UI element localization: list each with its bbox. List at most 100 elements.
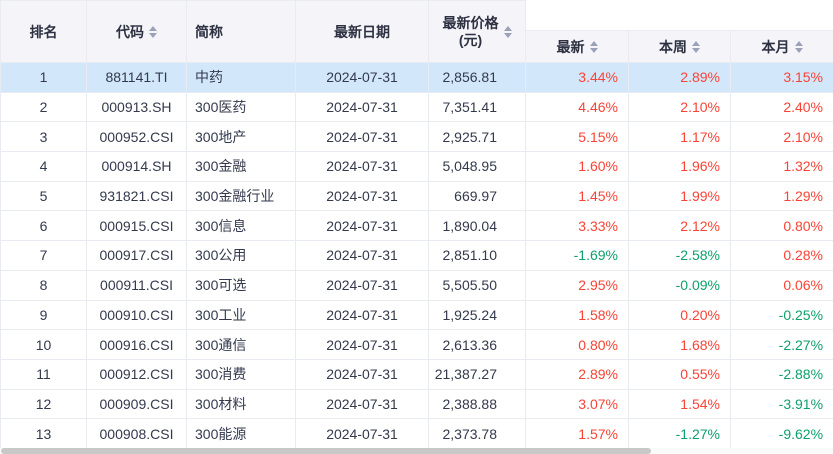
- cell-code: 931821.CSI: [86, 180, 187, 212]
- cell-month-change: 0.06%: [729, 269, 833, 301]
- table-row[interactable]: 1 881141.TI 中药 2024-07-31 2,856.81 3.44%…: [0, 62, 833, 93]
- cell-week-change: 2.89%: [628, 62, 731, 93]
- table-row[interactable]: 8 000911.CSI 300可选 2024-07-31 5,505.50 2…: [0, 269, 833, 301]
- cell-date: 2024-07-31: [295, 151, 429, 182]
- cell-date: 2024-07-31: [295, 388, 429, 420]
- cell-name: 300公用: [186, 240, 296, 271]
- cell-price: 2,613.36: [428, 329, 526, 360]
- sort-icon[interactable]: [149, 25, 157, 38]
- cell-rank: 4: [0, 151, 87, 182]
- cell-code: 000913.SH: [86, 91, 187, 123]
- cell-date: 2024-07-31: [295, 62, 429, 93]
- cell-code: 000908.CSI: [86, 418, 187, 448]
- table-row[interactable]: 4 000914.SH 300金融 2024-07-31 5,048.95 1.…: [0, 151, 833, 182]
- cell-month-change: 1.32%: [729, 151, 833, 182]
- col-header-date-label: 最新日期: [334, 23, 390, 40]
- cell-code: 000916.CSI: [86, 329, 187, 360]
- cell-week-change: 1.17%: [628, 121, 731, 153]
- cell-latest-change: 4.46%: [525, 91, 629, 123]
- cell-rank: 11: [0, 358, 87, 390]
- table-row[interactable]: 13 000908.CSI 300能源 2024-07-31 2,373.78 …: [0, 418, 833, 448]
- table-row[interactable]: 11 000912.CSI 300消费 2024-07-31 21,387.27…: [0, 358, 833, 390]
- table-row[interactable]: 5 931821.CSI 300金融行业 2024-07-31 669.97 1…: [0, 180, 833, 212]
- cell-date: 2024-07-31: [295, 358, 429, 390]
- cell-month-change: 2.10%: [729, 121, 833, 153]
- col-header-code[interactable]: 代码: [86, 0, 187, 63]
- cell-price: 669.97: [428, 180, 526, 212]
- table-row[interactable]: 2 000913.SH 300医药 2024-07-31 7,351.41 4.…: [0, 91, 833, 123]
- table-row[interactable]: 9 000910.CSI 300工业 2024-07-31 1,925.24 1…: [0, 299, 833, 331]
- col-header-month-change[interactable]: 本月: [729, 30, 833, 63]
- table-row[interactable]: 10 000916.CSI 300通信 2024-07-31 2,613.36 …: [0, 329, 833, 360]
- col-header-rank-label: 排名: [29, 23, 58, 40]
- cell-month-change: -9.62%: [729, 418, 833, 448]
- header-group-spacer: [524, 0, 833, 31]
- col-header-week-change[interactable]: 本周: [628, 30, 731, 63]
- cell-latest-change: 1.60%: [525, 151, 629, 182]
- cell-price: 2,373.78: [428, 418, 526, 448]
- cell-week-change: 0.55%: [628, 358, 731, 390]
- cell-name: 300消费: [186, 358, 296, 390]
- cell-code: 881141.TI: [86, 62, 187, 93]
- cell-latest-change: 2.89%: [525, 358, 629, 390]
- cell-latest-change: 3.07%: [525, 388, 629, 420]
- col-header-rank: 排名: [0, 0, 87, 63]
- cell-code: 000911.CSI: [86, 269, 187, 301]
- cell-latest-change: 3.33%: [525, 210, 629, 242]
- cell-rank: 3: [0, 121, 87, 153]
- cell-name: 300金融: [186, 151, 296, 182]
- cell-rank: 8: [0, 269, 87, 301]
- cell-week-change: 2.12%: [628, 210, 731, 242]
- col-header-latest-change[interactable]: 最新: [525, 30, 629, 63]
- cell-month-change: 2.40%: [729, 91, 833, 123]
- cell-date: 2024-07-31: [295, 329, 429, 360]
- sort-icon[interactable]: [794, 40, 803, 53]
- cell-code: 000909.CSI: [86, 388, 187, 420]
- col-header-price[interactable]: 最新价格 (元): [428, 0, 526, 63]
- cell-date: 2024-07-31: [295, 299, 429, 331]
- table-row[interactable]: 3 000952.CSI 300地产 2024-07-31 2,925.71 5…: [0, 121, 833, 153]
- cell-month-change: 0.28%: [729, 240, 833, 271]
- horizontal-scrollbar-thumb[interactable]: [1, 448, 651, 454]
- cell-month-change: -2.27%: [729, 329, 833, 360]
- cell-month-change: -2.88%: [729, 358, 833, 390]
- cell-price: 5,048.95: [428, 151, 526, 182]
- cell-rank: 2: [0, 91, 87, 123]
- cell-rank: 9: [0, 299, 87, 331]
- col-header-price-label-line1: 最新价格: [442, 15, 499, 32]
- table-row[interactable]: 12 000909.CSI 300材料 2024-07-31 2,388.88 …: [0, 388, 833, 420]
- cell-name: 中药: [186, 62, 296, 93]
- cell-latest-change: 1.45%: [525, 180, 629, 212]
- col-header-name: 简称: [186, 0, 296, 63]
- cell-week-change: -0.09%: [628, 269, 731, 301]
- cell-latest-change: 0.80%: [525, 329, 629, 360]
- table-row[interactable]: 6 000915.CSI 300信息 2024-07-31 1,890.04 3…: [0, 210, 833, 242]
- table-row[interactable]: 7 000917.CSI 300公用 2024-07-31 2,851.10 -…: [0, 240, 833, 271]
- cell-name: 300信息: [186, 210, 296, 242]
- cell-rank: 1: [0, 62, 87, 93]
- cell-date: 2024-07-31: [295, 210, 429, 242]
- cell-price: 1,890.04: [428, 210, 526, 242]
- col-header-latest-label: 最新: [556, 38, 585, 55]
- cell-latest-change: 3.44%: [525, 62, 629, 93]
- cell-date: 2024-07-31: [295, 91, 429, 123]
- cell-rank: 13: [0, 418, 87, 448]
- cell-name: 300地产: [186, 121, 296, 153]
- cell-name: 300材料: [186, 388, 296, 420]
- col-header-month-label: 本月: [761, 38, 790, 55]
- cell-latest-change: 1.57%: [525, 418, 629, 448]
- horizontal-scrollbar: [0, 448, 833, 454]
- cell-price: 21,387.27: [428, 358, 526, 390]
- cell-latest-change: -1.69%: [525, 240, 629, 271]
- sort-icon[interactable]: [503, 25, 512, 38]
- col-header-date: 最新日期: [295, 0, 429, 63]
- cell-price: 2,856.81: [428, 62, 526, 93]
- cell-name: 300金融行业: [186, 180, 296, 212]
- col-header-code-label: 代码: [116, 23, 144, 40]
- cell-latest-change: 5.15%: [525, 121, 629, 153]
- cell-month-change: 3.15%: [729, 62, 833, 93]
- sort-icon[interactable]: [589, 40, 598, 53]
- sort-icon[interactable]: [692, 40, 700, 53]
